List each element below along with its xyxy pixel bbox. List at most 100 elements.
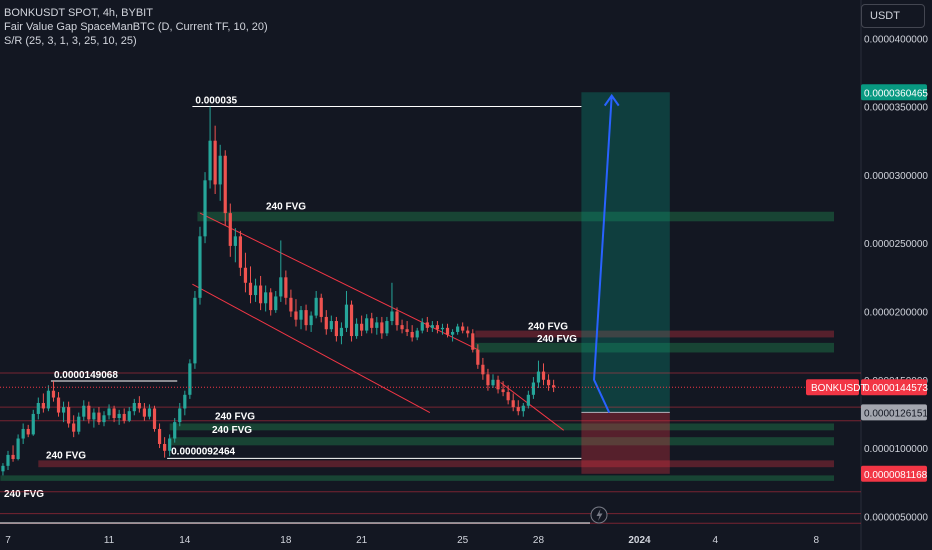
candle-down (238, 236, 242, 268)
candle-down (11, 454, 15, 460)
candle-up (117, 413, 121, 419)
candle-down (380, 322, 384, 334)
candle-up (77, 416, 81, 432)
candle-down (142, 408, 147, 417)
fvg-label: 240 FVG (266, 202, 306, 213)
fvg-zone (169, 437, 835, 446)
candle-up (309, 315, 313, 326)
candle-down (481, 364, 485, 375)
fvg-label: 240 FVG (4, 489, 44, 500)
candle-down (319, 297, 323, 317)
candle-up (456, 326, 460, 332)
candle-up (178, 408, 182, 423)
candle-up (526, 394, 530, 406)
candle-up (440, 327, 445, 330)
candle-down (223, 155, 227, 214)
price-tick-label: 0.0000300000 (864, 171, 928, 182)
position-stop-zone (581, 412, 670, 474)
candle-down (405, 329, 409, 332)
candle-up (218, 155, 222, 185)
candle-down (324, 316, 328, 330)
arrow-head (603, 93, 620, 107)
candle-down (97, 412, 101, 423)
price-tag-label: 0.0000126151 (864, 408, 928, 419)
candle-down (56, 397, 61, 413)
candle-down (461, 326, 465, 331)
indicator-fvg-title[interactable]: Fair Value Gap SpaceManBTC (D, Current T… (4, 21, 268, 33)
candle-down (259, 285, 263, 304)
candle-down (248, 282, 253, 296)
replay-icon[interactable] (590, 506, 608, 524)
candle-down (289, 297, 293, 312)
candle-down (294, 311, 298, 320)
price-tag-label: 0.0000360465 (864, 88, 928, 99)
candle-up (521, 405, 525, 412)
time-tick-label: 21 (356, 535, 368, 546)
candle-up (375, 322, 379, 328)
fvg-label: 240 FVG (537, 334, 577, 345)
candle-up (420, 322, 424, 331)
candle-down (122, 413, 126, 421)
candle-up (6, 454, 10, 466)
candle-down (163, 443, 167, 451)
symbol-title[interactable]: BONKUSDT SPOT, 4h, BYBIT (4, 7, 153, 19)
price-tick-label: 0.0000100000 (864, 444, 928, 455)
price-tag-bg (861, 404, 927, 421)
candle-up (491, 379, 495, 386)
candle-down (349, 304, 354, 337)
candle-down (269, 292, 273, 311)
candle-down (501, 389, 505, 393)
chart-legend: BONKUSDT SPOT, 4h, BYBIT Fair Value Gap … (4, 6, 268, 48)
price-tick-label: 0.0000350000 (864, 103, 928, 114)
indicator-sr-title[interactable]: S/R (25, 3, 1, 3, 25, 10, 25) (4, 35, 137, 47)
candle-down (228, 213, 232, 246)
symbol-tag-label: BONKUSDT (811, 383, 867, 394)
candle-up (193, 297, 197, 364)
candle-up (21, 428, 25, 439)
candle-down (435, 325, 440, 330)
candle-up (385, 321, 389, 334)
candle-up (339, 327, 344, 337)
candle-up (450, 331, 455, 335)
candle-up (198, 236, 202, 298)
fvg-zone (197, 211, 835, 222)
candle-up (147, 408, 152, 417)
channel-lower-line (192, 283, 431, 414)
candle-down (486, 374, 490, 386)
candle-up (127, 411, 131, 421)
candle-up (274, 296, 278, 311)
candle-up (536, 371, 541, 383)
level-label: 0.000035 (195, 96, 237, 107)
candle-up (82, 405, 86, 417)
fvg-zone (475, 342, 835, 353)
time-tick-label: 14 (179, 535, 191, 546)
time-tick-label: 7 (5, 535, 11, 546)
candle-down (400, 325, 404, 330)
candle-down (26, 428, 30, 435)
currency-selector[interactable]: USDT (861, 4, 925, 28)
fvg-label: 240 FVG (46, 450, 86, 461)
candle-down (370, 318, 374, 328)
candle-down (334, 321, 338, 337)
candle-down (466, 330, 470, 334)
candle-down (87, 405, 91, 420)
candle-up (264, 292, 268, 304)
channel-lower-ext-line (500, 382, 565, 431)
candle-down (546, 379, 551, 386)
price-tick-label: 0.0000400000 (864, 34, 928, 45)
candle-up (390, 311, 394, 322)
candle-up (36, 403, 40, 414)
candle-down (67, 407, 71, 424)
candle-up (233, 236, 237, 246)
time-tick-label: 8 (814, 535, 820, 546)
candle-up (365, 318, 369, 331)
price-tick-label: 0.0000200000 (864, 307, 928, 318)
symbol-tag-bg (806, 379, 859, 396)
price-tick-label: 0.0000250000 (864, 239, 928, 250)
time-tick-label: 28 (533, 535, 545, 546)
level-label: 0.0000149068 (54, 370, 118, 381)
candle-up (279, 277, 283, 297)
